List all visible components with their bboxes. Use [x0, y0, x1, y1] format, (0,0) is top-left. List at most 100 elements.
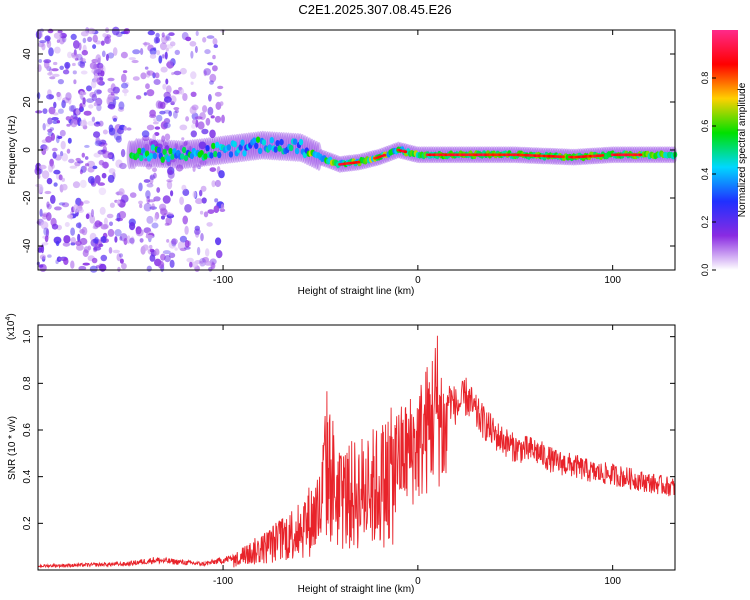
y-tick-label: 0 — [22, 147, 33, 153]
noise-blob — [45, 228, 50, 238]
noise-blob — [56, 120, 60, 124]
snr-frame — [37, 324, 676, 571]
noise-blob — [163, 109, 171, 114]
noise-blob — [164, 96, 172, 103]
noise-blob — [153, 79, 161, 85]
noise-blob — [95, 54, 102, 63]
noise-blob — [123, 125, 128, 131]
noise-blob — [70, 260, 75, 269]
noise-blob — [129, 222, 136, 231]
noise-blob — [81, 49, 89, 56]
y-tick-label: 1.0 — [22, 329, 33, 343]
noise-blob — [81, 152, 86, 158]
noise-blob — [200, 260, 204, 264]
noise-blob — [73, 40, 80, 49]
snr-y-ticks: 0.2 0.4 0.6 0.8 1.0 — [22, 329, 675, 530]
noise-blob — [199, 210, 204, 215]
ridge-core — [240, 139, 245, 146]
noise-blob — [151, 222, 159, 229]
noise-blob — [61, 202, 70, 208]
noise-blob — [97, 182, 105, 186]
noise-blob — [208, 94, 212, 102]
noise-blob — [209, 73, 217, 83]
noise-blob — [48, 106, 56, 115]
spectrogram-y-label: Frequency (Hz) — [7, 116, 18, 185]
noise-blob — [51, 68, 59, 72]
snr-background — [38, 325, 675, 570]
x-tick-label: -100 — [213, 576, 233, 587]
noise-blob — [70, 227, 75, 236]
ridge-core — [269, 137, 274, 144]
noise-blob — [95, 138, 102, 144]
noise-blob — [67, 51, 73, 59]
noise-blob — [135, 95, 142, 100]
noise-blob — [167, 170, 175, 179]
noise-blob — [209, 167, 217, 173]
noise-blob — [48, 94, 54, 100]
noise-blob — [186, 257, 194, 263]
noise-blob — [212, 65, 218, 72]
ridge-core — [141, 147, 146, 154]
noise-blob — [190, 81, 194, 85]
noise-blob — [146, 70, 155, 76]
y-tick-label: 0.6 — [22, 423, 33, 437]
noise-blob — [48, 163, 54, 173]
noise-blob — [197, 121, 205, 130]
noise-blob — [47, 131, 54, 137]
noise-blob — [129, 237, 135, 244]
noise-blob — [154, 248, 160, 256]
ridge-core — [215, 141, 220, 149]
noise-blob — [73, 79, 77, 85]
noise-blob — [143, 179, 151, 183]
noise-blob — [214, 179, 221, 188]
noise-blob — [36, 92, 41, 100]
noise-blob — [190, 71, 197, 80]
spectrogram-x-label: Height of straight line (km) — [298, 286, 415, 297]
noise-blob — [209, 80, 214, 85]
snr-x-ticks: -100 0 100 — [213, 325, 621, 587]
snr-scale-label: (x104) — [5, 313, 17, 340]
noise-blob — [47, 72, 53, 76]
spectrogram-panel: -100 0 100 -40 -20 0 20 40 Height of straight … — [7, 26, 678, 297]
noise-blob — [98, 73, 102, 77]
noise-blob — [96, 104, 102, 112]
noise-blob — [49, 158, 54, 167]
noise-blob — [163, 141, 168, 147]
noise-blob — [52, 112, 59, 116]
noise-blob — [179, 196, 185, 205]
noise-blob — [152, 167, 157, 173]
noise-blob — [170, 190, 174, 197]
ridge-core — [139, 154, 144, 162]
noise-blob — [40, 221, 49, 230]
noise-blob — [57, 79, 64, 85]
noise-blob — [154, 132, 160, 136]
noise-blob — [86, 98, 94, 103]
noise-blob — [102, 33, 107, 38]
noise-blob — [53, 61, 58, 66]
noise-blob — [175, 164, 184, 172]
noise-blob — [190, 50, 194, 59]
noise-blob — [164, 222, 170, 226]
noise-blob — [177, 241, 186, 251]
noise-blob — [47, 254, 52, 258]
ridge-core — [273, 146, 278, 153]
noise-blob — [91, 116, 96, 123]
noise-blob — [83, 110, 92, 116]
noise-blob — [159, 203, 167, 211]
noise-blob — [217, 85, 224, 90]
y-tick-label: 0.2 — [22, 516, 33, 530]
noise-blob — [174, 109, 179, 114]
noise-blob — [93, 102, 98, 107]
ridge-core — [135, 152, 140, 159]
noise-blob — [184, 225, 189, 235]
noise-blob — [203, 68, 211, 76]
noise-blob — [204, 49, 211, 55]
noise-blob — [110, 91, 115, 96]
noise-blob — [44, 35, 51, 42]
noise-blob — [80, 57, 84, 62]
noise-blob — [36, 221, 41, 225]
noise-blob — [118, 188, 125, 196]
noise-blob — [190, 130, 197, 138]
noise-blob — [185, 36, 192, 42]
noise-blob — [91, 79, 97, 89]
